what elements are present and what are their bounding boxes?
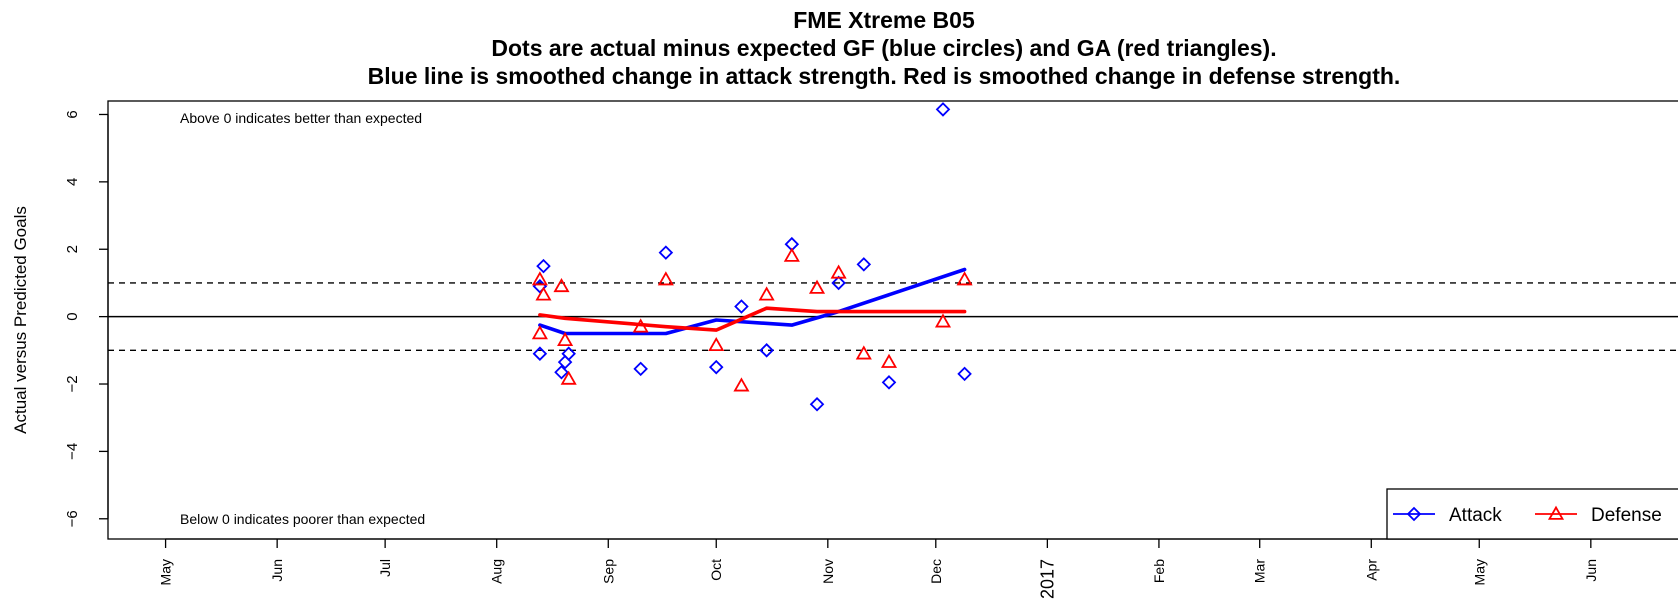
attack-point xyxy=(532,346,548,361)
annotation-top: Above 0 indicates better than expected xyxy=(180,110,422,126)
defense-point xyxy=(560,370,577,385)
title-line-2: Dots are actual minus expected GF (blue … xyxy=(491,35,1276,61)
defense-point xyxy=(808,279,826,294)
reference-lines xyxy=(108,282,1678,352)
smoothed-lines xyxy=(538,267,967,336)
annotation-bottom: Below 0 indicates poorer than expected xyxy=(180,511,425,527)
legend-label-attack: Attack xyxy=(1449,505,1502,526)
x-axis: May Jun Jul Aug Sep Oct Nov Dec 2017 Feb Mar Apr May… xyxy=(158,538,1599,599)
defense-point xyxy=(657,271,674,286)
y-tick-label: 0 xyxy=(64,312,81,320)
attack-point xyxy=(935,102,951,117)
y-tick-label: −2 xyxy=(64,375,81,392)
defense-point xyxy=(535,286,552,301)
x-tick-label: Jun xyxy=(1583,559,1599,582)
y-tick-label: −6 xyxy=(64,510,81,527)
attack-point xyxy=(561,346,576,361)
defense-point xyxy=(956,271,973,286)
legend-box xyxy=(1386,488,1678,540)
x-tick-label: Feb xyxy=(1151,559,1167,583)
y-tick-label: 4 xyxy=(64,178,81,186)
attack-point xyxy=(831,275,846,291)
defense-point xyxy=(557,331,574,346)
x-tick-label: Nov xyxy=(820,559,836,584)
attack-point xyxy=(536,258,551,274)
x-tick-label: Oct xyxy=(708,559,724,581)
defense-point xyxy=(783,247,800,262)
defense-point xyxy=(830,264,847,279)
attack-point xyxy=(633,361,648,377)
plot-frame xyxy=(107,100,1678,540)
defense-point xyxy=(934,313,952,328)
attack-point xyxy=(658,245,674,260)
smoothed-line-defense xyxy=(538,306,967,332)
smoothed-line-attack xyxy=(538,267,967,336)
x-tick-label: Aug xyxy=(489,559,505,584)
attack-point xyxy=(759,343,774,358)
x-tick-label: Jul xyxy=(377,559,393,577)
defense-point xyxy=(733,377,750,392)
defense-point xyxy=(531,325,548,340)
y-tick-label: −4 xyxy=(64,443,81,460)
defense-point xyxy=(632,318,649,333)
chart-title: FME Xtreme B05 Dots are actual minus exp… xyxy=(368,7,1401,89)
y-axis-title: Actual versus Predicted Goals xyxy=(11,206,30,434)
legend: Attack Defense xyxy=(1386,488,1678,540)
defense-point xyxy=(855,345,872,360)
legend-marker-attack xyxy=(1406,506,1422,522)
defense-point xyxy=(708,336,725,352)
x-tick-label: Jun xyxy=(269,559,285,582)
attack-point xyxy=(708,359,724,375)
title-line-3: Blue line is smoothed change in attack s… xyxy=(368,63,1401,89)
y-tick-label: 6 xyxy=(64,110,81,118)
title-line-1: FME Xtreme B05 xyxy=(793,7,975,33)
x-tick-label: May xyxy=(1471,559,1487,585)
x-tick-label: Sep xyxy=(600,559,616,584)
attack-point xyxy=(856,257,872,272)
attack-point xyxy=(554,364,569,380)
x-tick-label: Dec xyxy=(928,559,944,584)
y-axis: −6 −4 −2 0 2 4 6 xyxy=(64,110,109,527)
x-tick-label: Apr xyxy=(1363,559,1379,581)
defense-point xyxy=(531,271,548,286)
defense-point xyxy=(758,286,775,301)
attack-point xyxy=(809,396,825,412)
y-tick-label: 2 xyxy=(64,245,81,253)
x-tick-label: 2017 xyxy=(1037,559,1057,599)
defense-point xyxy=(553,277,570,293)
legend-label-defense: Defense xyxy=(1591,505,1662,526)
defense-point xyxy=(880,353,898,368)
legend-marker-defense xyxy=(1547,505,1565,520)
x-tick-label: May xyxy=(158,559,174,585)
attack-point xyxy=(734,299,749,314)
data-points xyxy=(531,102,973,412)
attack-point xyxy=(957,366,972,382)
attack-point xyxy=(881,375,897,390)
x-tick-label: Mar xyxy=(1252,559,1268,583)
